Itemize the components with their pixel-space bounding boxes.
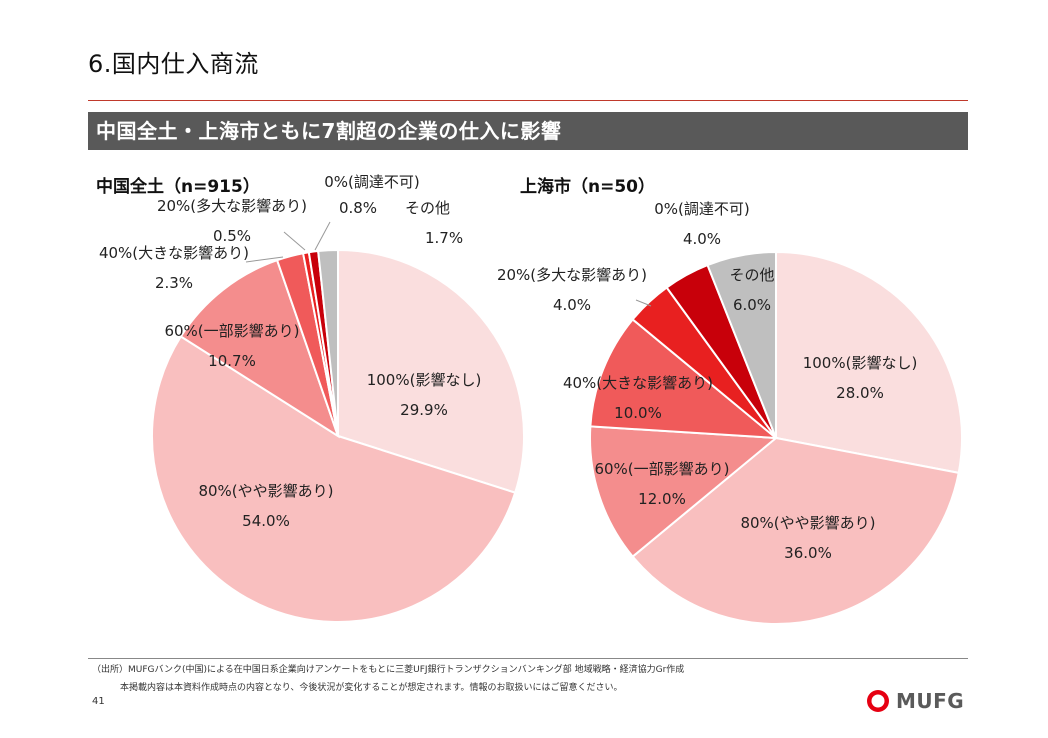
chart-title: 上海市（n=50）	[520, 176, 655, 197]
slice-value-label: 0.5%	[213, 227, 251, 245]
slice-label: 20%(多大な影響あり)	[497, 266, 647, 284]
slice-label: 80%(やや影響あり)	[198, 482, 333, 500]
slice-value-label: 0.8%	[339, 199, 377, 217]
slice-value-label: 28.0%	[836, 384, 884, 402]
pie-slice	[631, 436, 960, 625]
pie-slice	[706, 250, 777, 439]
slice-value-label: 36.0%	[784, 544, 832, 562]
pie-slice	[775, 250, 963, 475]
slice-label: 20%(多大な影響あり)	[157, 197, 307, 215]
pie-slice	[589, 318, 780, 440]
slice-value-label: 6.0%	[733, 296, 771, 314]
leader-line	[283, 231, 306, 251]
slice-label: 80%(やや影響あり)	[740, 514, 875, 532]
leader-line	[245, 256, 284, 263]
headline-banner: 中国全土・上海市ともに7割超の企業の仕入に影響	[88, 112, 968, 150]
slice-label: 40%(大きな影響あり)	[563, 374, 713, 392]
slice-label: 0%(調達不可)	[324, 173, 420, 191]
slice-value-label: 10.0%	[614, 404, 662, 422]
pie-slice	[317, 248, 339, 437]
slice-value-label: 10.7%	[208, 352, 256, 370]
slice-value-label: 4.0%	[683, 230, 721, 248]
page-number: 41	[92, 696, 105, 707]
logo-text: MUFG	[896, 689, 965, 713]
slice-label: 60%(一部影響あり)	[164, 322, 299, 340]
slice-label: 60%(一部影響あり)	[594, 460, 729, 478]
slice-value-label: 29.9%	[400, 401, 448, 419]
title-divider	[88, 100, 968, 101]
pie-slice	[151, 335, 517, 623]
source-note: （出所）MUFGバンク(中国)による在中国日系企業向けアンケートをもとに三菱UF…	[92, 665, 685, 675]
disclaimer-note: 本掲載内容は本資料作成時点の内容となり、今後状況が変化することが想定されます。情…	[120, 683, 623, 693]
slice-value-label: 1.7%	[425, 229, 463, 247]
pie-chart-2: 上海市（n=50） 100%(影響なし) 28.0% 80%(やや影響あり) 36.0%…	[497, 176, 963, 625]
footer-divider	[88, 658, 968, 659]
pie-slice	[179, 258, 340, 439]
pie-slice	[337, 248, 525, 494]
leader-line	[314, 221, 331, 251]
pie-chart-1: 中国全土（n=915） 100%(影響なし) 29.9% 80%(やや影響あり) 54.…	[96, 173, 525, 623]
pie-slice	[589, 425, 779, 558]
slice-label: その他	[729, 266, 774, 284]
mufg-logo-icon	[867, 690, 889, 712]
chart-title: 中国全土（n=915）	[96, 176, 260, 197]
page-title: 6.国内仕入商流	[88, 50, 259, 78]
leader-line	[635, 299, 652, 307]
slice-value-label: 54.0%	[242, 512, 290, 530]
slice-label: 40%(大きな影響あり)	[99, 244, 249, 262]
slice-value-label: 12.0%	[638, 490, 686, 508]
slice-label: 0%(調達不可)	[654, 200, 750, 218]
slice-label: 100%(影響なし)	[367, 371, 482, 389]
slice-value-label: 4.0%	[553, 296, 591, 314]
slice-value-label: 2.3%	[155, 274, 193, 292]
slice-label: その他	[405, 199, 450, 217]
mufg-logo: MUFG	[866, 688, 964, 714]
slice-label: 100%(影響なし)	[803, 354, 918, 372]
